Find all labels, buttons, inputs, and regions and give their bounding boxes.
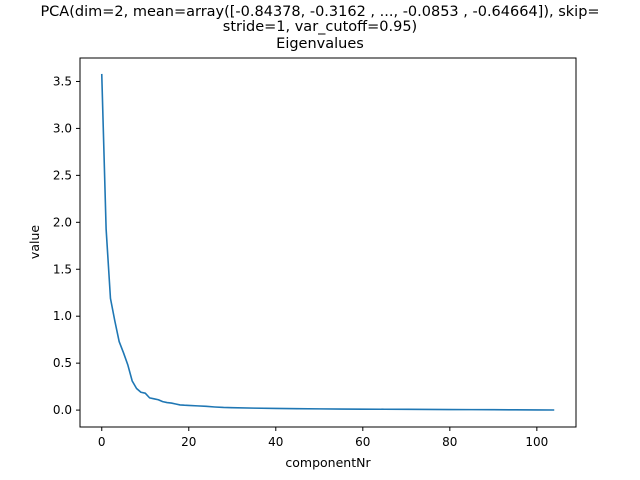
x-axis-label: componentNr	[285, 455, 371, 470]
y-axis-ticks: 0.0 0.5 1.0 1.5 2.0 2.5 3.0 3.5	[53, 74, 80, 417]
y-tick-label: 1.0	[53, 309, 72, 323]
y-tick-label: 0.0	[53, 403, 72, 417]
y-tick-label: 3.5	[53, 74, 72, 88]
chart-title-line-2: stride=1, var_cutoff=0.95)	[223, 19, 417, 35]
x-tick-label: 40	[268, 435, 283, 449]
axes-frame	[79, 57, 577, 428]
x-tick-label: 0	[98, 435, 106, 449]
y-axis-label: value	[27, 225, 42, 259]
y-tick-label: 1.5	[53, 262, 72, 276]
x-tick-label: 60	[355, 435, 370, 449]
chart-title-line-1: PCA(dim=2, mean=array([-0.84378, -0.3162…	[40, 4, 599, 20]
eigenvalue-series-line	[100, 73, 555, 411]
y-tick-label: 2.5	[53, 168, 72, 182]
y-tick-label: 2.0	[53, 215, 72, 229]
x-axis-ticks: 0 20 40 60 80 100	[98, 427, 548, 449]
chart-title-line-3: Eigenvalues	[276, 36, 364, 52]
x-tick-label: 80	[442, 435, 457, 449]
y-tick-label: 3.0	[53, 121, 72, 135]
x-tick-label: 100	[525, 435, 548, 449]
series-layer	[100, 73, 555, 411]
x-tick-label: 20	[181, 435, 196, 449]
y-tick-label: 0.5	[53, 356, 72, 370]
